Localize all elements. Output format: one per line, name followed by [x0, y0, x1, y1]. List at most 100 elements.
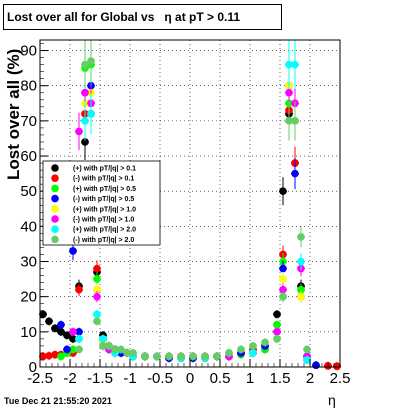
data-point	[45, 317, 53, 326]
data-point	[51, 350, 59, 359]
data-point	[279, 275, 287, 283]
data-point	[249, 349, 257, 357]
data-points	[39, 40, 341, 371]
data-point	[273, 328, 281, 336]
legend-entry: (-) with pT/|q| > 0.5	[73, 196, 134, 203]
y-tick-label: 10	[20, 324, 37, 341]
data-point	[87, 57, 95, 65]
data-point	[51, 324, 59, 333]
data-point	[63, 345, 71, 354]
data-point	[165, 352, 173, 361]
x-tick-label: 0	[186, 370, 194, 387]
legend-entry: (+) with pT/|q| > 2.0	[73, 227, 136, 234]
data-point	[57, 321, 65, 329]
x-tick-label: 1.5	[270, 370, 291, 387]
data-point	[153, 352, 161, 361]
data-point	[303, 356, 311, 364]
data-point	[273, 310, 281, 319]
data-point	[81, 60, 89, 69]
data-point	[249, 342, 257, 350]
data-point	[75, 285, 83, 294]
legend-entry: (+) with pT/|q| > 1.0	[73, 206, 136, 213]
data-point	[39, 352, 47, 361]
data-point	[123, 349, 131, 357]
y-tick-label: 0	[29, 359, 37, 376]
data-point	[105, 342, 113, 350]
data-point	[297, 285, 305, 294]
legend-marker	[51, 235, 59, 244]
data-point	[279, 285, 287, 294]
data-point	[273, 335, 281, 343]
data-point	[273, 321, 281, 329]
y-tick-label: 80	[20, 78, 37, 95]
data-point	[189, 352, 197, 361]
data-point	[81, 138, 89, 146]
legend-marker	[51, 194, 59, 203]
data-point	[93, 292, 101, 301]
legend-entry: (+) with pT/|q| > 0.5	[73, 186, 136, 193]
data-point	[201, 352, 209, 361]
data-point	[93, 310, 101, 319]
data-point	[81, 88, 89, 97]
data-point	[69, 345, 77, 354]
legend-marker	[51, 164, 59, 172]
y-tick-label: 50	[20, 183, 37, 200]
data-point	[75, 345, 83, 354]
legend-marker	[51, 215, 59, 223]
data-point	[225, 349, 233, 357]
legend: (+) with pT/|q| > 0.1 (-) with pT/|q| > 0…	[42, 160, 161, 246]
timestamp-footer: Tue Dec 21 21:55:20 2021	[4, 396, 112, 406]
x-tick-label: -2	[63, 370, 76, 387]
data-point	[57, 352, 65, 361]
data-point	[69, 335, 77, 343]
x-tick-label: 2	[306, 370, 314, 387]
data-point	[75, 127, 83, 136]
legend-entry: (-) with pT/|q| > 0.1	[73, 176, 134, 183]
legend-entry: (-) with pT/|q| > 1.0	[73, 217, 134, 224]
legend-marker	[51, 174, 59, 182]
data-point	[291, 60, 299, 69]
data-point	[45, 351, 53, 360]
y-axis-label: Lost over all (%)	[4, 48, 23, 180]
data-point	[279, 187, 287, 195]
data-point	[279, 292, 287, 301]
data-point	[39, 310, 47, 319]
chart-title: Lost over all for Global vs η at pT > 0.…	[3, 4, 282, 30]
legend-marker	[51, 184, 59, 193]
data-point	[93, 317, 101, 326]
y-tick-label: 70	[20, 113, 37, 130]
data-point	[69, 247, 77, 255]
data-point	[177, 352, 185, 361]
legend-entry: (-) with pT/|q| > 2.0	[73, 237, 134, 244]
data-point	[279, 264, 287, 273]
data-point	[303, 345, 311, 354]
data-point	[291, 169, 299, 178]
data-point	[285, 117, 293, 125]
data-point	[285, 60, 293, 69]
data-point	[75, 328, 83, 336]
y-tick-label: 40	[20, 218, 37, 235]
y-tick-label: 60	[20, 148, 37, 165]
data-point	[99, 335, 107, 343]
legend-marker	[51, 205, 59, 213]
data-point	[237, 345, 245, 354]
data-point	[111, 345, 119, 354]
data-point	[297, 233, 305, 241]
data-point	[129, 349, 137, 357]
legend-marker	[51, 225, 59, 233]
data-point	[333, 362, 341, 371]
x-tick-label: -2.5	[27, 370, 53, 387]
data-point	[87, 110, 95, 118]
data-point	[285, 88, 293, 97]
data-point	[93, 285, 101, 294]
y-tick-label: 20	[20, 289, 37, 306]
data-point	[99, 342, 107, 350]
x-axis-label: η	[328, 392, 336, 408]
data-point	[57, 328, 65, 336]
data-point	[75, 335, 83, 343]
data-point	[81, 117, 89, 125]
x-tick-label: -1	[123, 370, 136, 387]
data-point	[291, 117, 299, 125]
y-tick-label: 30	[20, 254, 37, 271]
